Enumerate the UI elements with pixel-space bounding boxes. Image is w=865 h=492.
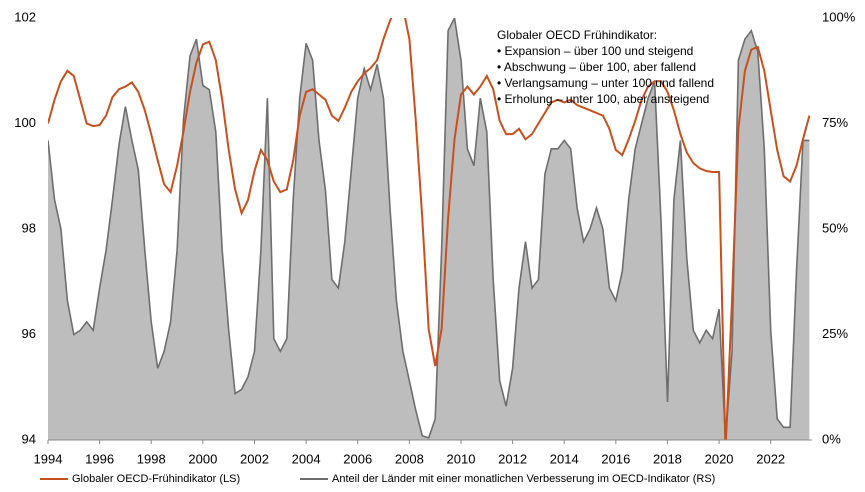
annotation-item: • Expansion – über 100 und steigend bbox=[497, 44, 693, 58]
annotation-item: • Abschwung – über 100, aber fallend bbox=[497, 60, 696, 74]
y2-tick-label: 25% bbox=[822, 326, 848, 341]
legend-label: Anteil der Länder mit einer monatlichen … bbox=[332, 473, 715, 485]
x-tick-label: 2018 bbox=[653, 451, 682, 466]
y2-tick-label: 100% bbox=[822, 9, 856, 24]
y-tick-label: 94 bbox=[22, 431, 36, 446]
x-tick-label: 2004 bbox=[292, 451, 321, 466]
annotation-title: Globaler OECD Frühindikator: bbox=[497, 28, 657, 42]
annotation-item: • Erholung – unter 100, aber ansteigend bbox=[497, 92, 709, 106]
x-tick-label: 1998 bbox=[137, 451, 166, 466]
x-tick-label: 2022 bbox=[756, 451, 785, 466]
x-tick-label: 2002 bbox=[240, 451, 269, 466]
y-tick-label: 100 bbox=[14, 115, 36, 130]
x-tick-label: 2012 bbox=[498, 451, 527, 466]
plot-area bbox=[48, 18, 811, 440]
x-tick-label: 1996 bbox=[85, 451, 114, 466]
y-tick-label: 96 bbox=[22, 326, 36, 341]
legend-label: Globaler OECD-Frühindikator (LS) bbox=[72, 473, 240, 485]
x-tick-label: 2020 bbox=[705, 451, 734, 466]
y2-tick-label: 50% bbox=[822, 220, 848, 235]
x-tick-label: 2010 bbox=[447, 451, 476, 466]
area-outline bbox=[48, 18, 810, 440]
area bbox=[48, 18, 810, 440]
x-tick-label: 1994 bbox=[34, 451, 63, 466]
x-tick-label: 2000 bbox=[188, 451, 217, 466]
x-tick-label: 2014 bbox=[550, 451, 579, 466]
annotation-item: • Verlangsamung – unter 100 und fallend bbox=[497, 76, 714, 90]
x-tick-label: 2008 bbox=[395, 451, 424, 466]
y-tick-label: 102 bbox=[14, 9, 36, 24]
y2-tick-label: 75% bbox=[822, 115, 848, 130]
y-tick-label: 98 bbox=[22, 220, 36, 235]
line bbox=[48, 18, 811, 440]
x-tick-label: 2006 bbox=[343, 451, 372, 466]
x-tick-label: 2016 bbox=[601, 451, 630, 466]
y2-tick-label: 0% bbox=[822, 431, 841, 446]
